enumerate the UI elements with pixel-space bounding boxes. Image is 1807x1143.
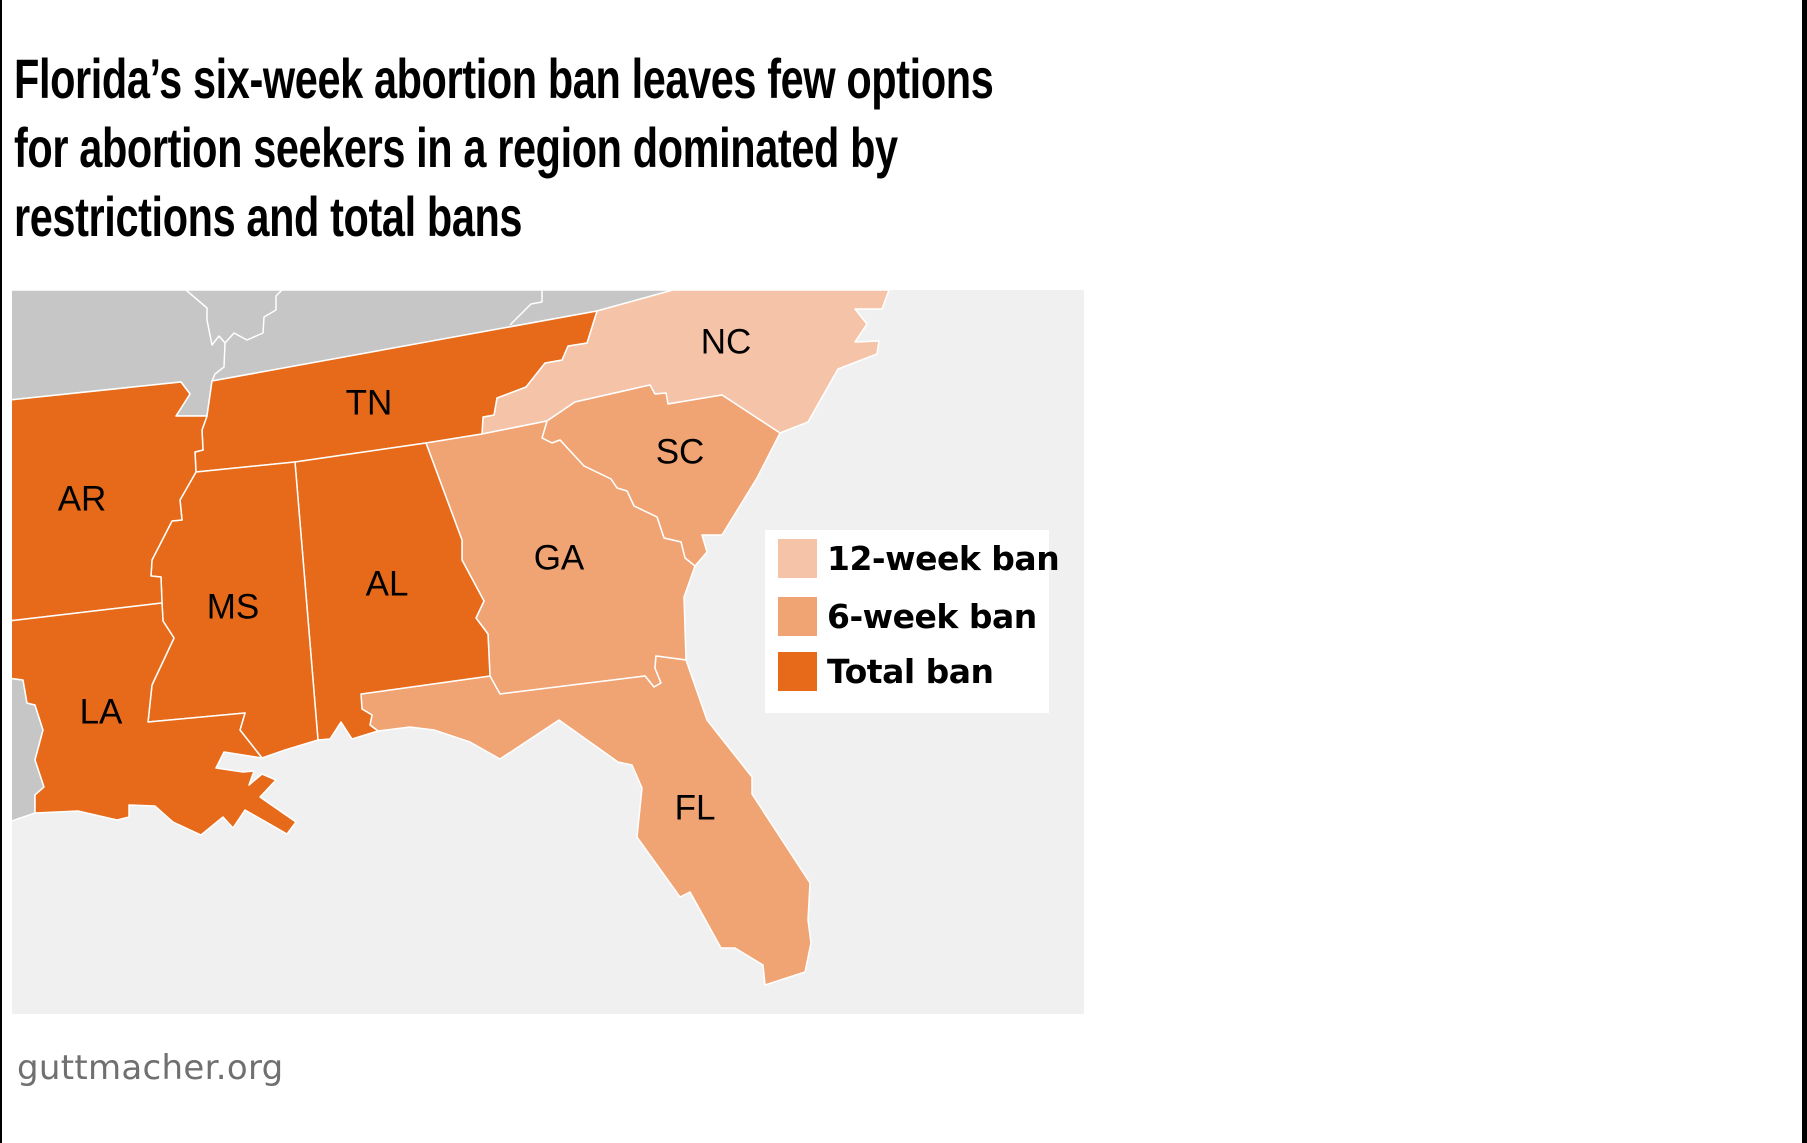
label-tn: TN	[346, 384, 393, 423]
swatch-6-week	[778, 597, 817, 636]
left-border	[0, 0, 2, 1143]
label-al: AL	[366, 565, 409, 604]
chart-title: Florida’s six-week abortion ban leaves f…	[14, 44, 1114, 251]
legend-item-6-week: 6-week ban	[778, 597, 1037, 636]
gray-border-2	[211, 342, 226, 382]
label-ms: MS	[207, 588, 260, 627]
gray-border-3	[509, 290, 543, 326]
label-nc: NC	[701, 323, 752, 362]
map-svg: NC TN SC AR GA MS AL LA FL	[12, 290, 890, 986]
label-sc: SC	[656, 433, 705, 472]
state-al[interactable]	[294, 442, 491, 741]
legend-item-total: Total ban	[778, 652, 994, 691]
title-line-3: restrictions and total bans	[14, 185, 523, 248]
legend-item-12-week: 12-week ban	[778, 539, 1060, 578]
label-ar: AR	[58, 480, 107, 519]
state-fl[interactable]	[360, 655, 812, 986]
swatch-total	[778, 652, 817, 691]
legend-label-12-week: 12-week ban	[827, 539, 1060, 578]
source-credit: guttmacher.org	[17, 1048, 284, 1088]
legend: 12-week ban 6-week ban Total ban	[765, 530, 1060, 713]
legend-label-6-week: 6-week ban	[827, 597, 1037, 636]
title-line-2: for abortion seekers in a region dominat…	[14, 116, 898, 179]
legend-label-total: Total ban	[827, 652, 994, 691]
map: NC TN SC AR GA MS AL LA FL	[12, 290, 1084, 1014]
gray-border-1	[185, 290, 283, 346]
state-ar[interactable]	[12, 381, 208, 622]
label-la: LA	[80, 693, 123, 732]
swatch-12-week	[778, 539, 817, 578]
label-fl: FL	[675, 789, 716, 828]
state-la[interactable]	[12, 602, 297, 836]
title-line-1: Florida’s six-week abortion ban leaves f…	[14, 47, 994, 110]
right-border	[1802, 0, 1807, 1143]
label-ga: GA	[534, 539, 585, 578]
